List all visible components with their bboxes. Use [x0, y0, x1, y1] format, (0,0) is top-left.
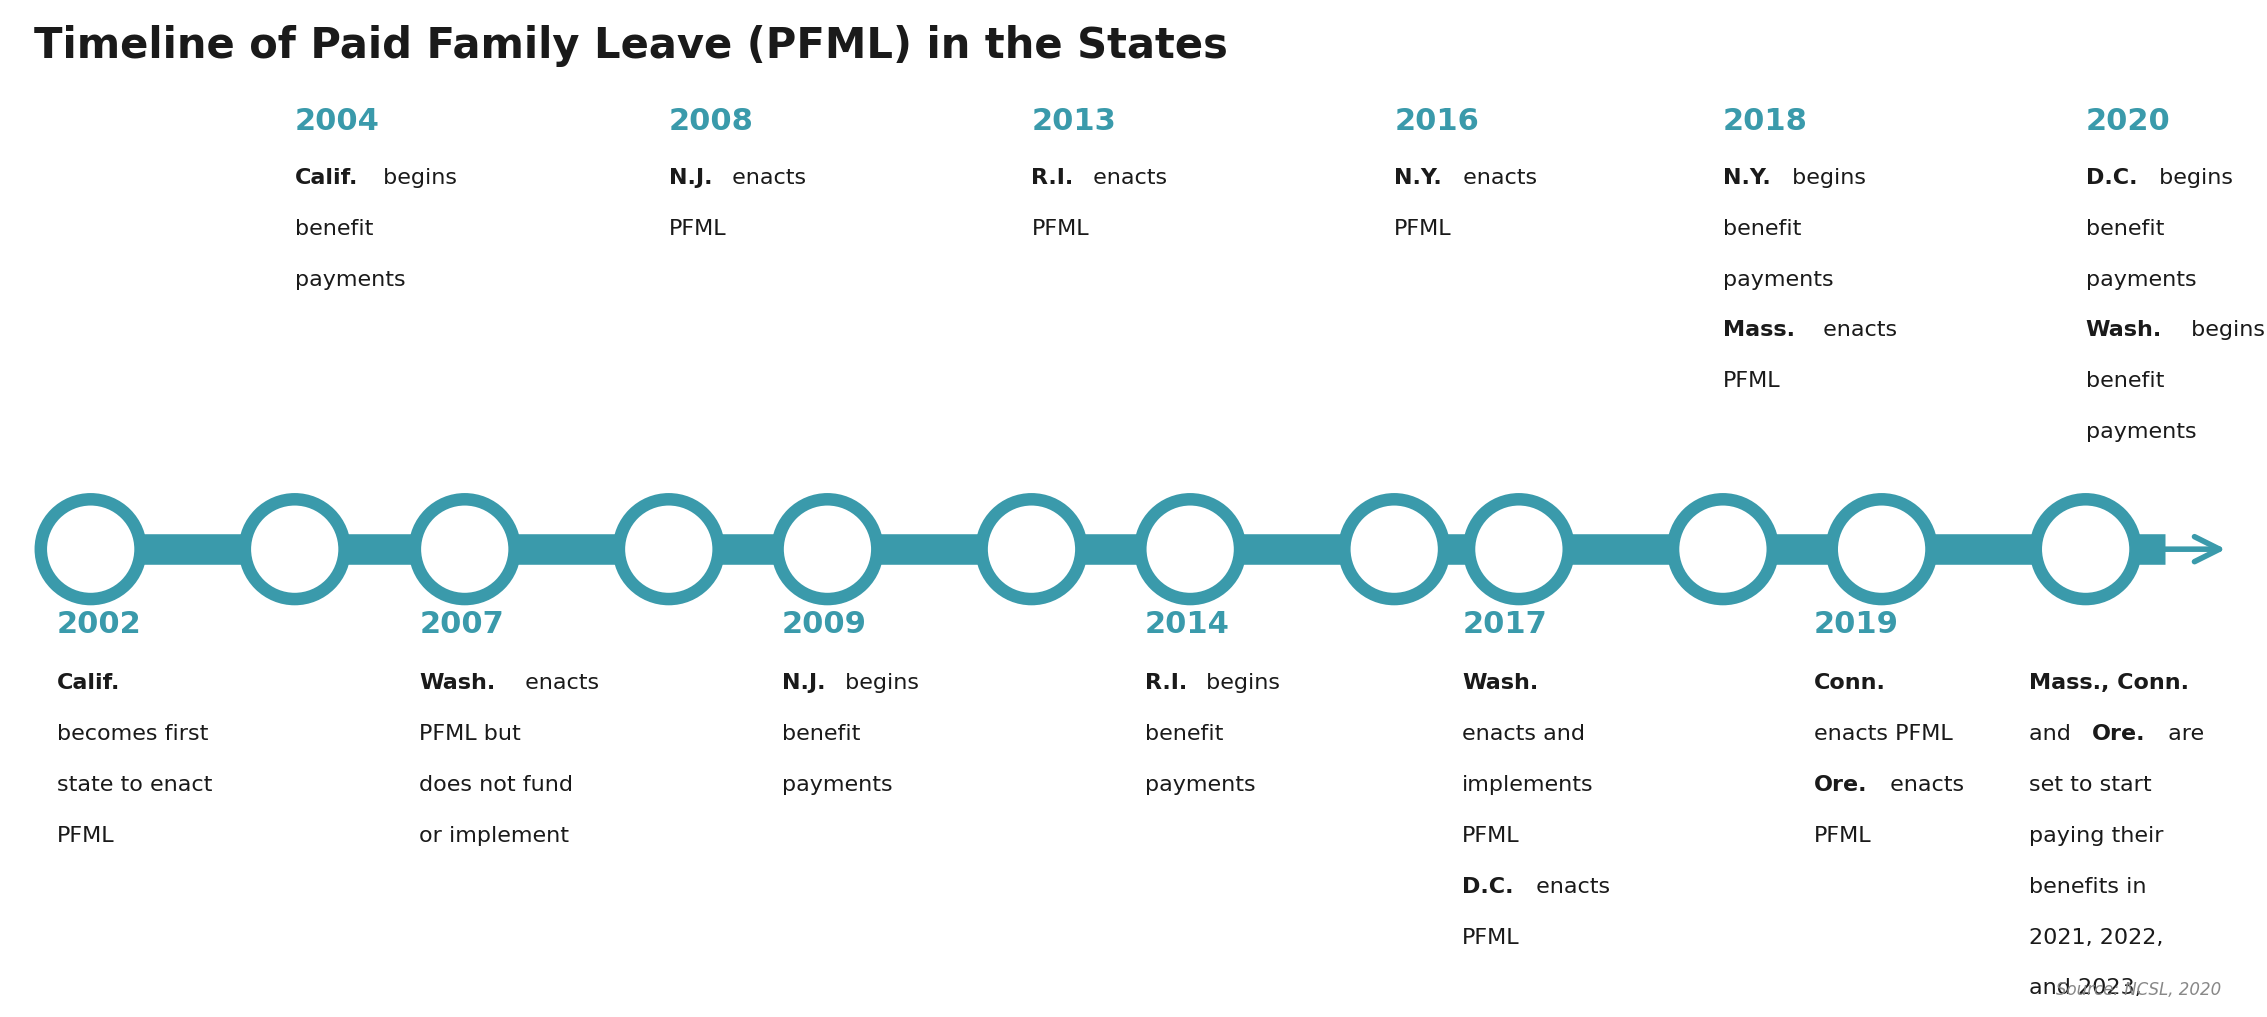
Ellipse shape — [1344, 499, 1444, 599]
Text: enacts: enacts — [1816, 320, 1897, 341]
Text: N.Y.: N.Y. — [1394, 168, 1442, 188]
Text: 2018: 2018 — [1723, 107, 1807, 136]
Text: benefit: benefit — [295, 219, 374, 239]
Text: Wash.: Wash. — [2086, 320, 2163, 341]
Text: Wash.: Wash. — [419, 673, 496, 694]
Text: 2004: 2004 — [295, 107, 379, 136]
Text: payments: payments — [782, 775, 893, 795]
Ellipse shape — [982, 499, 1081, 599]
Text: Conn.: Conn. — [1814, 673, 1886, 694]
Text: Calif.: Calif. — [57, 673, 120, 694]
Text: begins: begins — [2183, 320, 2265, 341]
Text: payments: payments — [295, 270, 406, 290]
Text: PFML: PFML — [669, 219, 725, 239]
Text: payments: payments — [2086, 422, 2197, 442]
Text: D.C.: D.C. — [1462, 877, 1514, 897]
Text: state to enact: state to enact — [57, 775, 213, 795]
Text: benefit: benefit — [1723, 219, 1802, 239]
Text: R.I.: R.I. — [1145, 673, 1188, 694]
Ellipse shape — [619, 499, 719, 599]
Text: begins: begins — [839, 673, 918, 694]
Text: benefit: benefit — [782, 724, 861, 744]
Text: 2017: 2017 — [1462, 610, 1546, 640]
Text: payments: payments — [1145, 775, 1256, 795]
Text: D.C.: D.C. — [2086, 168, 2138, 188]
Text: enacts PFML: enacts PFML — [1814, 724, 1952, 744]
Text: does not fund: does not fund — [419, 775, 574, 795]
Text: Calif.: Calif. — [295, 168, 358, 188]
Text: R.I.: R.I. — [1031, 168, 1075, 188]
Text: benefits in: benefits in — [2029, 877, 2147, 897]
Text: paying their: paying their — [2029, 826, 2163, 846]
Ellipse shape — [778, 499, 877, 599]
Ellipse shape — [41, 499, 141, 599]
Text: N.J.: N.J. — [782, 673, 825, 694]
Ellipse shape — [1832, 499, 1931, 599]
Text: PFML: PFML — [1462, 826, 1519, 846]
Text: enacts: enacts — [1528, 877, 1610, 897]
Text: PFML: PFML — [1394, 219, 1451, 239]
Text: begins: begins — [376, 168, 458, 188]
Text: 2016: 2016 — [1394, 107, 1478, 136]
Text: payments: payments — [1723, 270, 1834, 290]
Text: benefit: benefit — [1145, 724, 1224, 744]
Text: 2020: 2020 — [2086, 107, 2170, 136]
Text: 2021, 2022,: 2021, 2022, — [2029, 928, 2163, 948]
Text: Timeline of Paid Family Leave (PFML) in the States: Timeline of Paid Family Leave (PFML) in … — [34, 25, 1229, 67]
Text: becomes first: becomes first — [57, 724, 209, 744]
Text: Ore.: Ore. — [1814, 775, 1868, 795]
Ellipse shape — [1140, 499, 1240, 599]
Text: are: are — [2160, 724, 2204, 744]
Ellipse shape — [1469, 499, 1569, 599]
Text: 2013: 2013 — [1031, 107, 1115, 136]
Text: Ore.: Ore. — [2092, 724, 2145, 744]
Text: 2002: 2002 — [57, 610, 141, 640]
Text: set to start: set to start — [2029, 775, 2151, 795]
Text: enacts: enacts — [725, 168, 807, 188]
Text: 2009: 2009 — [782, 610, 866, 640]
Ellipse shape — [415, 499, 515, 599]
Text: Mass., Conn.: Mass., Conn. — [2029, 673, 2190, 694]
Text: payments: payments — [2086, 270, 2197, 290]
Text: Source: NCSL, 2020: Source: NCSL, 2020 — [2056, 980, 2222, 999]
Ellipse shape — [2036, 499, 2136, 599]
Text: PFML: PFML — [1462, 928, 1519, 948]
Text: PFML: PFML — [1814, 826, 1870, 846]
Text: and: and — [2029, 724, 2079, 744]
Text: 2014: 2014 — [1145, 610, 1229, 640]
Text: implements: implements — [1462, 775, 1594, 795]
Text: N.J.: N.J. — [669, 168, 712, 188]
Text: and 2023,: and 2023, — [2029, 978, 2142, 999]
Text: benefit: benefit — [2086, 219, 2165, 239]
Text: enacts: enacts — [1455, 168, 1537, 188]
Text: enacts: enacts — [517, 673, 598, 694]
Ellipse shape — [245, 499, 345, 599]
Text: 2008: 2008 — [669, 107, 753, 136]
Text: PFML but: PFML but — [419, 724, 521, 744]
Text: enacts: enacts — [1882, 775, 1963, 795]
Text: begins: begins — [1784, 168, 1866, 188]
Text: Wash.: Wash. — [1462, 673, 1539, 694]
Text: begins: begins — [1199, 673, 1281, 694]
Text: begins: begins — [2151, 168, 2233, 188]
Text: PFML: PFML — [57, 826, 113, 846]
Text: N.Y.: N.Y. — [1723, 168, 1771, 188]
Text: 2019: 2019 — [1814, 610, 1897, 640]
Text: Mass.: Mass. — [1723, 320, 1795, 341]
Text: enacts: enacts — [1086, 168, 1168, 188]
Text: enacts and: enacts and — [1462, 724, 1585, 744]
Text: or implement: or implement — [419, 826, 569, 846]
Text: PFML: PFML — [1723, 371, 1780, 392]
Text: benefit: benefit — [2086, 371, 2165, 392]
Text: 2007: 2007 — [419, 610, 503, 640]
Ellipse shape — [1673, 499, 1773, 599]
Text: PFML: PFML — [1031, 219, 1088, 239]
